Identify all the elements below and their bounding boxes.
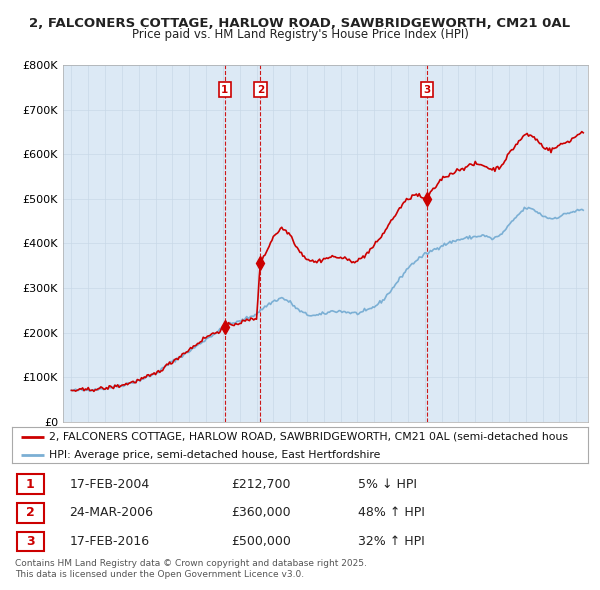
Text: 48% ↑ HPI: 48% ↑ HPI bbox=[358, 506, 424, 519]
Text: 1: 1 bbox=[221, 85, 229, 95]
Text: 5% ↓ HPI: 5% ↓ HPI bbox=[358, 477, 416, 490]
Text: 2: 2 bbox=[257, 85, 264, 95]
Text: 3: 3 bbox=[423, 85, 430, 95]
Text: 2, FALCONERS COTTAGE, HARLOW ROAD, SAWBRIDGEWORTH, CM21 0AL (semi-detached hous: 2, FALCONERS COTTAGE, HARLOW ROAD, SAWBR… bbox=[49, 432, 568, 442]
Text: 32% ↑ HPI: 32% ↑ HPI bbox=[358, 535, 424, 548]
Text: 1: 1 bbox=[26, 477, 35, 490]
Text: 2, FALCONERS COTTAGE, HARLOW ROAD, SAWBRIDGEWORTH, CM21 0AL: 2, FALCONERS COTTAGE, HARLOW ROAD, SAWBR… bbox=[29, 17, 571, 30]
Text: 17-FEB-2004: 17-FEB-2004 bbox=[70, 477, 150, 490]
Text: Price paid vs. HM Land Registry's House Price Index (HPI): Price paid vs. HM Land Registry's House … bbox=[131, 28, 469, 41]
Text: 24-MAR-2006: 24-MAR-2006 bbox=[70, 506, 154, 519]
FancyBboxPatch shape bbox=[17, 503, 44, 523]
Text: HPI: Average price, semi-detached house, East Hertfordshire: HPI: Average price, semi-detached house,… bbox=[49, 450, 381, 460]
Text: 3: 3 bbox=[26, 535, 35, 548]
FancyBboxPatch shape bbox=[17, 532, 44, 551]
Text: 17-FEB-2016: 17-FEB-2016 bbox=[70, 535, 150, 548]
FancyBboxPatch shape bbox=[17, 474, 44, 494]
Text: Contains HM Land Registry data © Crown copyright and database right 2025.
This d: Contains HM Land Registry data © Crown c… bbox=[15, 559, 367, 579]
Text: 2: 2 bbox=[26, 506, 35, 519]
Text: £500,000: £500,000 bbox=[231, 535, 291, 548]
Text: £360,000: £360,000 bbox=[231, 506, 290, 519]
Text: £212,700: £212,700 bbox=[231, 477, 290, 490]
